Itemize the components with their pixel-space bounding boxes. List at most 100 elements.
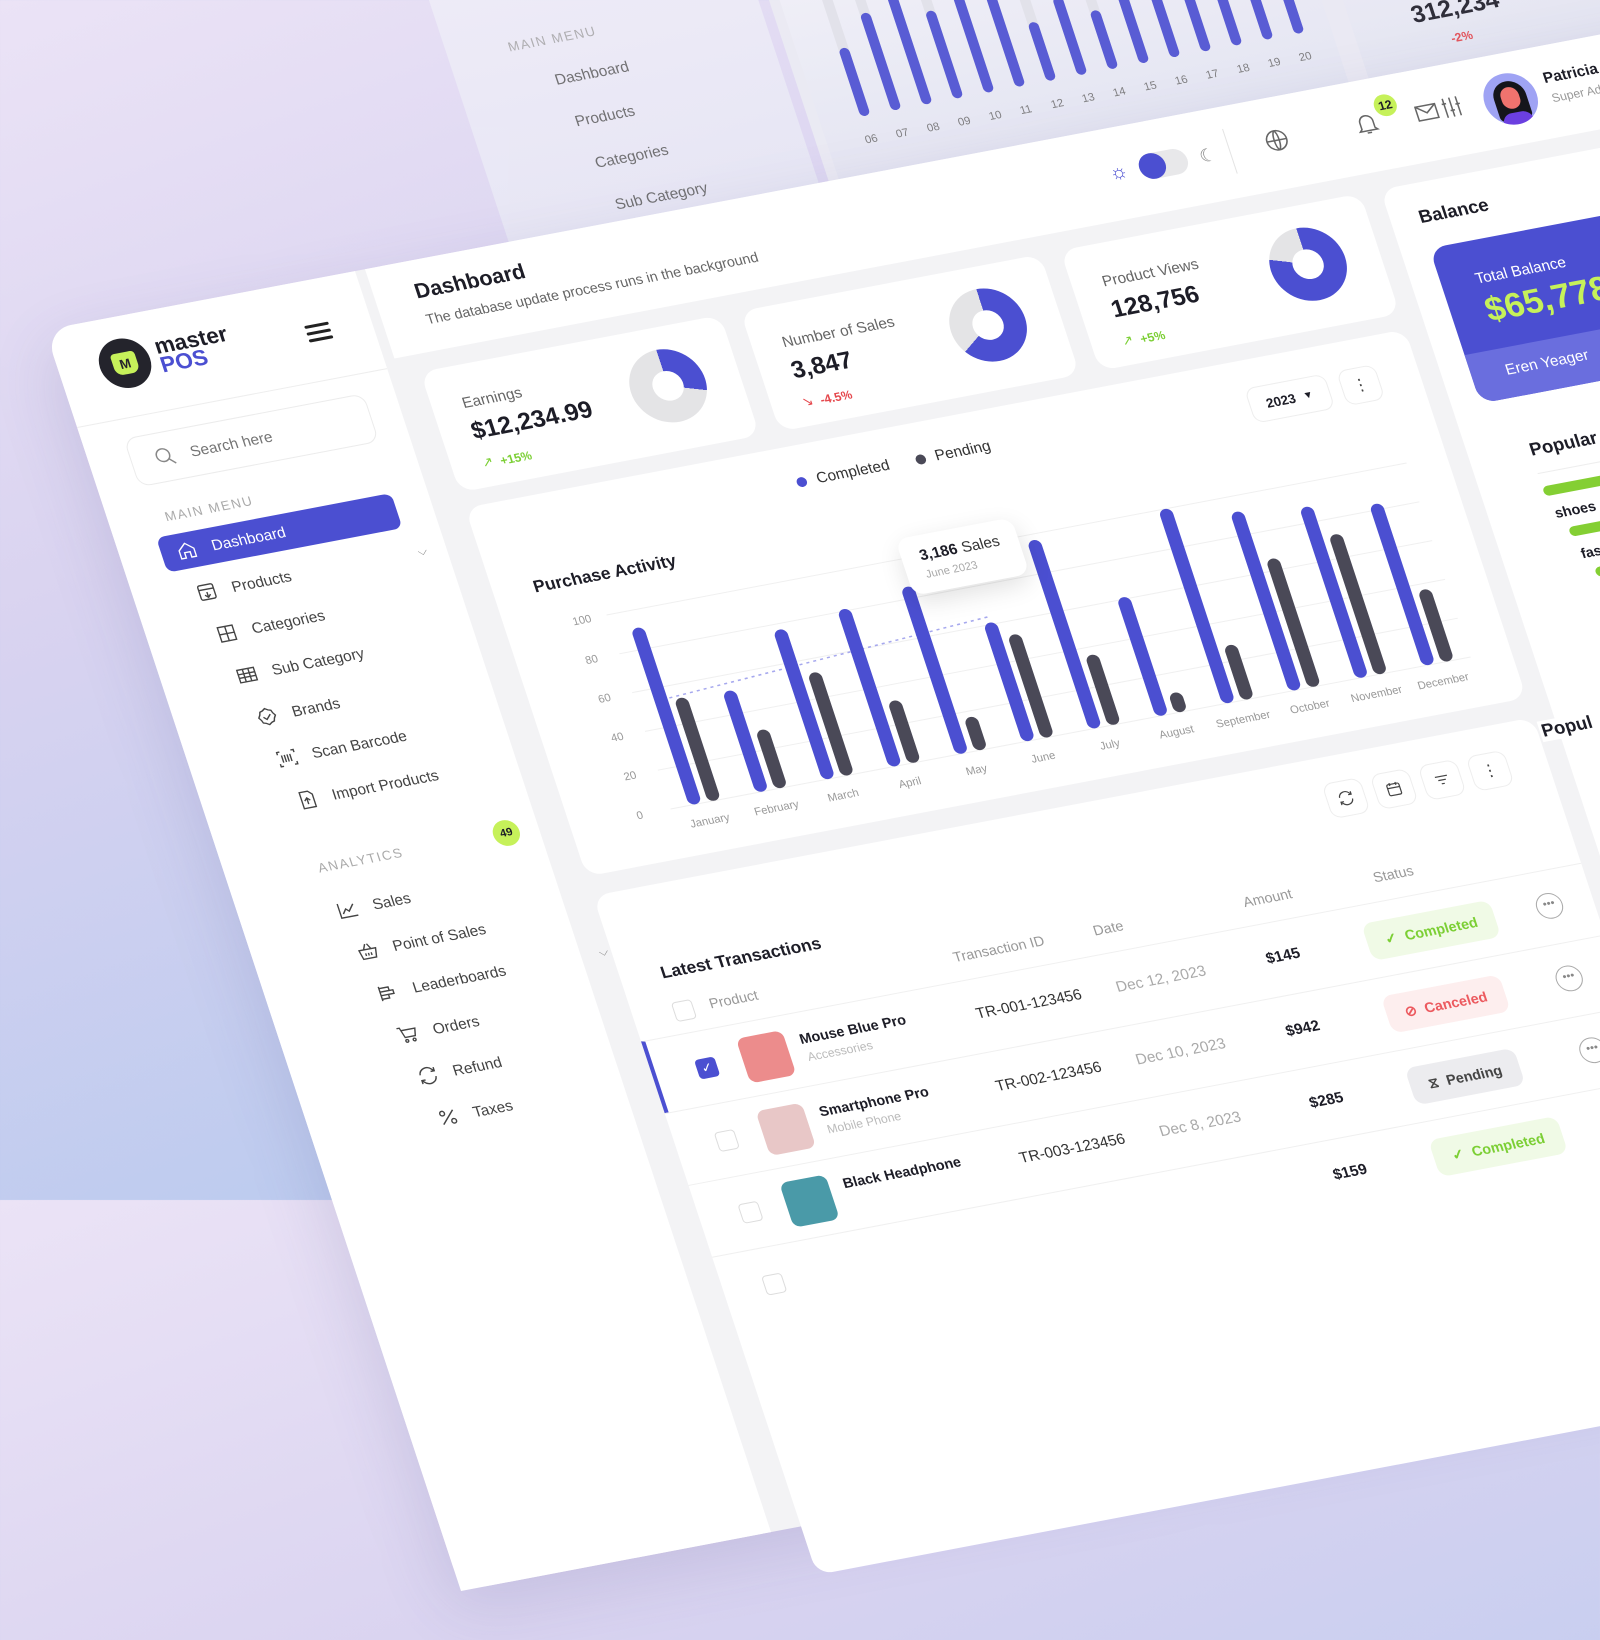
- cart-icon: [396, 1027, 417, 1043]
- column-product[interactable]: Product: [706, 986, 761, 1012]
- percent-icon: [438, 1109, 458, 1126]
- sidebar-item-point-of-sales[interactable]: Point of Sales: [337, 894, 584, 974]
- row-checkbox[interactable]: [761, 1272, 788, 1296]
- legend-completed[interactable]: Completed: [794, 457, 892, 491]
- chart-title: Purchase Activity: [530, 550, 679, 597]
- transaction-date: Dec 10, 2023: [1133, 1035, 1228, 1069]
- user-name: Patricia Peter: [1540, 52, 1600, 88]
- mini-bar-label: 11: [1018, 103, 1034, 118]
- average-dashed-line: [669, 615, 990, 699]
- sidebar-item-brands[interactable]: Brands: [236, 659, 483, 739]
- more-vertical-icon: ⋮: [1350, 375, 1372, 396]
- y-tick-label: 20: [622, 770, 638, 784]
- row-checkbox[interactable]: [713, 1128, 741, 1153]
- sidebar-item-categories[interactable]: Categories: [196, 576, 443, 656]
- mini-bar: [1110, 0, 1150, 64]
- legend-pending[interactable]: Pending: [913, 437, 993, 468]
- mini-bar-label: 08: [925, 120, 942, 135]
- mini-bar-label: 17: [1204, 67, 1221, 82]
- sidebar-item-label: Import Products: [329, 766, 441, 804]
- sidebar-item-products[interactable]: Products ⌵: [176, 535, 429, 615]
- stat-change: +15%: [498, 448, 534, 468]
- status-badge: ✓ Completed: [1361, 899, 1502, 962]
- status-pending-icon: ⧖: [1425, 1073, 1441, 1091]
- sidebar-item-dashboard[interactable]: Dashboard: [156, 493, 403, 573]
- chevron-down-icon[interactable]: ⌵: [596, 943, 610, 959]
- sidebar-item-sub-category[interactable]: Sub Category: [216, 618, 463, 698]
- row-more-button[interactable]: •••: [1552, 963, 1587, 994]
- more-options-button[interactable]: ⋮: [1335, 364, 1386, 407]
- mini-bar: [1089, 9, 1119, 70]
- chart-legend: Completed Pending: [794, 437, 993, 490]
- column-date[interactable]: Date: [1090, 917, 1126, 939]
- bar-completed-september: [1160, 508, 1234, 704]
- x-tick-label: December: [1416, 671, 1471, 692]
- more-options-button[interactable]: ⋮: [1465, 749, 1515, 792]
- backdrop-stat-change: -2%: [1448, 27, 1475, 46]
- row-checkbox[interactable]: [737, 1200, 764, 1224]
- y-tick-label: 40: [609, 731, 625, 745]
- sidebar-item-label: Dashboard: [209, 523, 288, 554]
- sidebar-item-leaderboards[interactable]: Leaderboards ⌵: [357, 935, 610, 1015]
- calendar-button[interactable]: [1369, 767, 1419, 811]
- mini-bar-label: 14: [1111, 85, 1128, 100]
- mail-icon[interactable]: [1410, 97, 1444, 127]
- filter-button[interactable]: [1417, 758, 1467, 801]
- logo[interactable]: M master POS: [92, 319, 238, 393]
- sidebar-item-orders[interactable]: Orders: [377, 977, 624, 1057]
- sidebar-item-scan-barcode[interactable]: Scan Barcode: [256, 701, 503, 781]
- x-tick-label: May: [964, 763, 989, 778]
- transaction-amount: $159: [1330, 1160, 1370, 1184]
- bar-completed-may: [902, 586, 967, 754]
- hamburger-menu-icon[interactable]: [303, 318, 335, 347]
- search-box[interactable]: [123, 393, 380, 488]
- mini-bar: [1027, 21, 1057, 82]
- chevron-down-icon[interactable]: ⌵: [415, 542, 429, 559]
- row-more-button[interactable]: •••: [1575, 1035, 1600, 1066]
- sidebar-item-sales[interactable]: Sales: [317, 852, 564, 932]
- basket-icon: [357, 943, 378, 961]
- mini-bar-label: 15: [1142, 79, 1159, 94]
- y-tick-label: 100: [571, 613, 593, 628]
- theme-switch[interactable]: [1135, 146, 1192, 181]
- refresh-button[interactable]: [1321, 777, 1371, 820]
- analytics-title: ANALYTICS: [315, 844, 406, 876]
- chart-line-icon: [336, 903, 359, 919]
- bar-pending-november: [1330, 534, 1386, 675]
- bar-completed-november: [1301, 506, 1367, 678]
- main-menu-title: MAIN MENU: [162, 492, 256, 525]
- mini-bar-label: 18: [1235, 61, 1252, 76]
- search-input[interactable]: [187, 413, 354, 461]
- sidebar-item-refund[interactable]: Refund: [397, 1018, 644, 1098]
- stat-change: -4.5%: [818, 387, 855, 407]
- x-tick-label: November: [1349, 684, 1404, 705]
- bell-icon[interactable]: [1350, 108, 1384, 138]
- transaction-date: Dec 12, 2023: [1113, 962, 1209, 996]
- status-canceled-icon: ⊘: [1402, 1001, 1419, 1019]
- row-checkbox[interactable]: ✓: [693, 1056, 721, 1080]
- mini-bar: [1176, 0, 1212, 53]
- theme-toggle[interactable]: ☼ ☾: [1105, 141, 1220, 186]
- year-select[interactable]: 2023 ▼: [1243, 373, 1336, 424]
- column-transaction-id[interactable]: Transaction ID: [950, 932, 1047, 966]
- globe-icon[interactable]: [1260, 125, 1294, 155]
- x-tick-label: July: [1098, 738, 1122, 753]
- chevron-down-icon: ▼: [1301, 388, 1315, 402]
- avatar[interactable]: [1476, 68, 1546, 130]
- status-badge: ⊘ Canceled: [1380, 974, 1511, 1034]
- popular-search-title: Popular Search: [1526, 415, 1600, 460]
- sidebar-item-taxes[interactable]: Taxes: [417, 1060, 664, 1140]
- product-name[interactable]: Black Headphone: [840, 1153, 964, 1192]
- donut-chart: [619, 342, 717, 429]
- column-status[interactable]: Status: [1370, 862, 1416, 886]
- x-tick-label: April: [897, 775, 923, 791]
- bar-completed-december: [1370, 503, 1434, 666]
- column-amount[interactable]: Amount: [1240, 885, 1295, 910]
- donut-chart: [939, 282, 1037, 368]
- bar-completed-april: [838, 609, 901, 767]
- sliders-icon[interactable]: [1435, 92, 1469, 122]
- row-more-button[interactable]: •••: [1532, 890, 1567, 921]
- select-all-checkbox[interactable]: [670, 998, 698, 1023]
- sidebar-item-import-products[interactable]: Import Products: [277, 742, 524, 822]
- sidebar-item-label: Refund: [450, 1053, 505, 1080]
